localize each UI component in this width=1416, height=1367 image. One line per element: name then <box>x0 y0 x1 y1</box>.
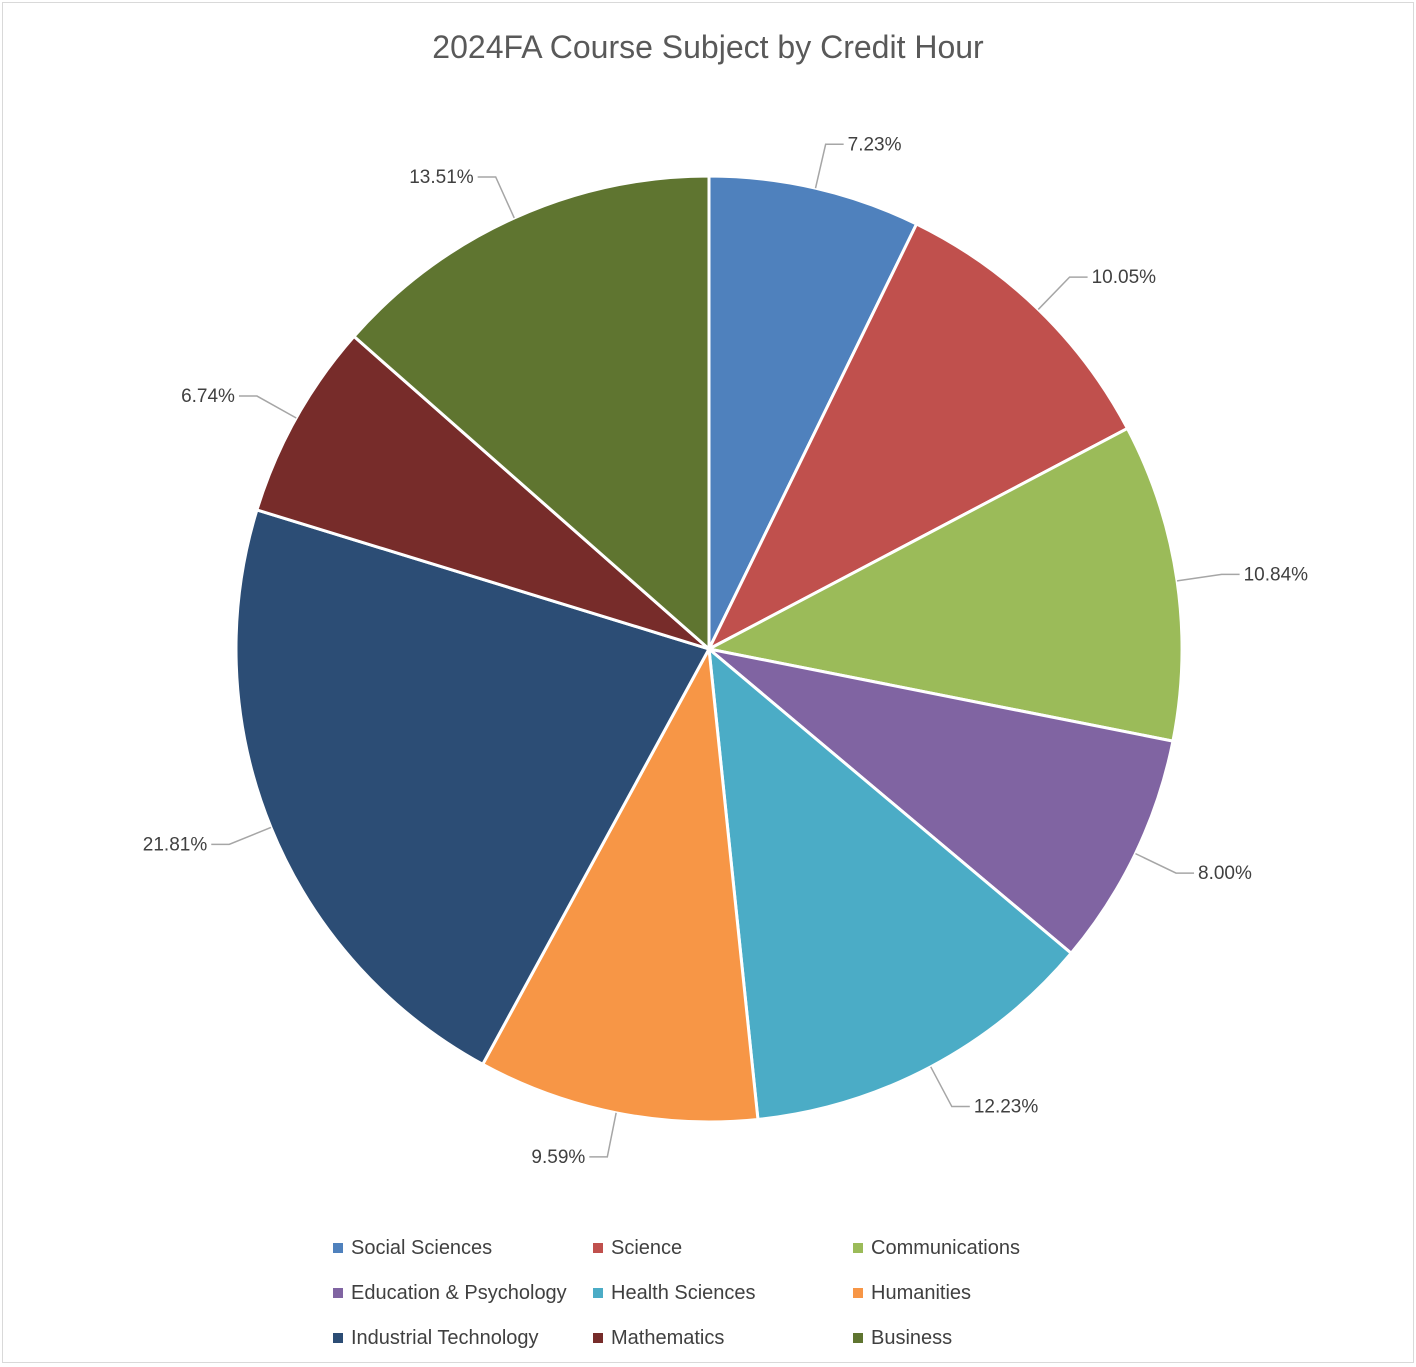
legend-swatch <box>593 1288 603 1298</box>
legend-label: Science <box>611 1236 683 1259</box>
legend-swatch <box>593 1243 603 1253</box>
leader-line-education-and-psychology <box>1135 852 1195 874</box>
pie-slice-social-sciences <box>707 174 919 650</box>
legend-swatch <box>333 1333 343 1343</box>
legend-item-education-and-psychology: Education & Psychology <box>333 1279 593 1307</box>
leader-line-social-sciences <box>814 143 844 189</box>
leader-line-communications <box>1176 573 1240 582</box>
legend-label: Health Sciences <box>611 1281 756 1304</box>
leader-line-mathematics <box>238 395 297 419</box>
chart-title: 2024FA Course Subject by Credit Hour <box>432 29 984 65</box>
legend-label: Business <box>871 1326 953 1349</box>
data-label-communications: 10.84% <box>1244 564 1309 585</box>
pie-chart: 7.23% 10.05% 10.84% 8.00% 12.23% 9.59% 21.81% 6… <box>143 134 1308 1168</box>
legend-swatch <box>853 1333 863 1343</box>
data-label-health-sciences: 12.23% <box>974 1097 1039 1118</box>
data-label-social-sciences: 7.23% <box>848 134 902 155</box>
data-label-mathematics: 6.74% <box>181 386 235 407</box>
leader-line-humanities <box>589 1112 617 1158</box>
pie-slice-science <box>705 221 1130 653</box>
data-label-science: 10.05% <box>1092 267 1157 288</box>
data-label-business: 13.51% <box>409 167 474 188</box>
leader-line-science <box>1037 276 1088 310</box>
legend-item-humanities: Humanities <box>853 1279 1093 1307</box>
pie-slice-business <box>351 174 711 653</box>
legend-item-industrial-technology: Industrial Technology <box>333 1324 593 1352</box>
legend-label: Humanities <box>871 1281 972 1304</box>
leader-line-industrial-technology <box>211 826 272 846</box>
legend-item-business: Business <box>853 1324 1093 1352</box>
legend-label: Industrial Technology <box>351 1326 539 1349</box>
legend-item-communications: Communications <box>853 1234 1093 1262</box>
legend: Social Sciences Science Communications Educ… <box>333 1234 1093 1352</box>
leader-line-business <box>477 176 515 219</box>
legend-swatch <box>853 1288 863 1298</box>
data-label-education-and-psychology: 8.00% <box>1198 863 1252 884</box>
legend-swatch <box>853 1243 863 1253</box>
data-label-industrial-technology: 21.81% <box>143 834 208 855</box>
data-labels: 7.23% 10.05% 10.84% 8.00% 12.23% 9.59% 21.81% 6… <box>143 134 1308 1168</box>
data-label-humanities: 9.59% <box>531 1147 585 1168</box>
pie-slices <box>234 174 1184 1124</box>
legend-label: Social Sciences <box>351 1236 493 1259</box>
leader-lines <box>211 143 1240 1158</box>
legend-label: Education & Psychology <box>351 1281 567 1304</box>
pie-slice-health-sciences <box>707 645 1074 1122</box>
legend-item-science: Science <box>593 1234 853 1262</box>
legend-label: Communications <box>871 1236 1020 1259</box>
legend-swatch <box>333 1288 343 1298</box>
leader-line-health-sciences <box>930 1066 970 1108</box>
legend-item-social-sciences: Social Sciences <box>333 1234 593 1262</box>
legend-label: Mathematics <box>611 1326 725 1349</box>
legend-swatch <box>593 1333 603 1343</box>
legend-item-mathematics: Mathematics <box>593 1324 853 1352</box>
legend-item-health-sciences: Health Sciences <box>593 1279 853 1307</box>
legend-swatch <box>333 1243 343 1253</box>
